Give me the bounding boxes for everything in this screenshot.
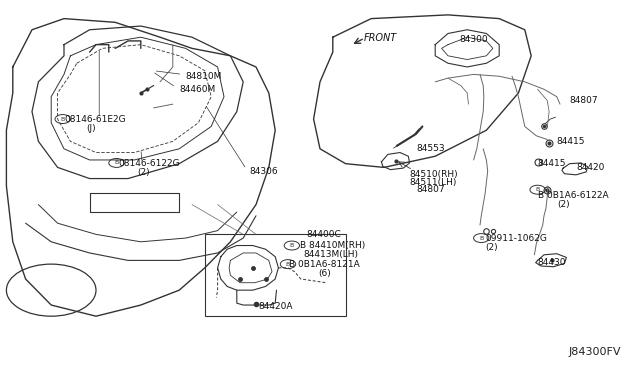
Text: 84415: 84415 <box>557 137 586 146</box>
Text: 84430: 84430 <box>538 258 566 267</box>
Text: 84511(LH): 84511(LH) <box>410 178 457 187</box>
Text: B: B <box>115 160 118 166</box>
Text: (2): (2) <box>138 169 150 177</box>
Text: 84420: 84420 <box>576 163 604 172</box>
Text: 84553: 84553 <box>416 144 445 153</box>
Text: 84460M: 84460M <box>179 85 216 94</box>
Text: (J): (J) <box>86 124 96 133</box>
Text: B: B <box>536 187 540 192</box>
Text: 84420A: 84420A <box>259 302 293 311</box>
Text: B 0B1A6-6122A: B 0B1A6-6122A <box>538 191 608 200</box>
Text: 08146-6122G: 08146-6122G <box>118 159 180 168</box>
Text: B 0B1A6-8121A: B 0B1A6-8121A <box>289 260 360 269</box>
Text: B: B <box>286 262 290 267</box>
Text: B: B <box>479 235 483 241</box>
Text: B 84410M(RH): B 84410M(RH) <box>300 241 365 250</box>
Text: 84810M: 84810M <box>186 72 222 81</box>
Text: 08146-61E2G: 08146-61E2G <box>64 115 125 124</box>
Text: 84300: 84300 <box>460 35 488 44</box>
Text: 84415: 84415 <box>538 159 566 168</box>
Text: 84400C: 84400C <box>306 230 340 239</box>
Text: 84807: 84807 <box>416 185 445 194</box>
Text: B: B <box>290 243 294 248</box>
Text: (6): (6) <box>319 269 332 278</box>
Text: 84807: 84807 <box>570 96 598 105</box>
Text: FRONT: FRONT <box>364 33 397 43</box>
Text: J84300FV: J84300FV <box>568 347 621 357</box>
Text: B: B <box>61 116 65 122</box>
Text: 09911-1062G: 09911-1062G <box>485 234 547 243</box>
Text: (2): (2) <box>485 243 498 252</box>
Text: (2): (2) <box>557 200 570 209</box>
Text: 84510(RH): 84510(RH) <box>410 170 458 179</box>
Text: 84306: 84306 <box>250 167 278 176</box>
Text: 84413M(LH): 84413M(LH) <box>303 250 358 259</box>
